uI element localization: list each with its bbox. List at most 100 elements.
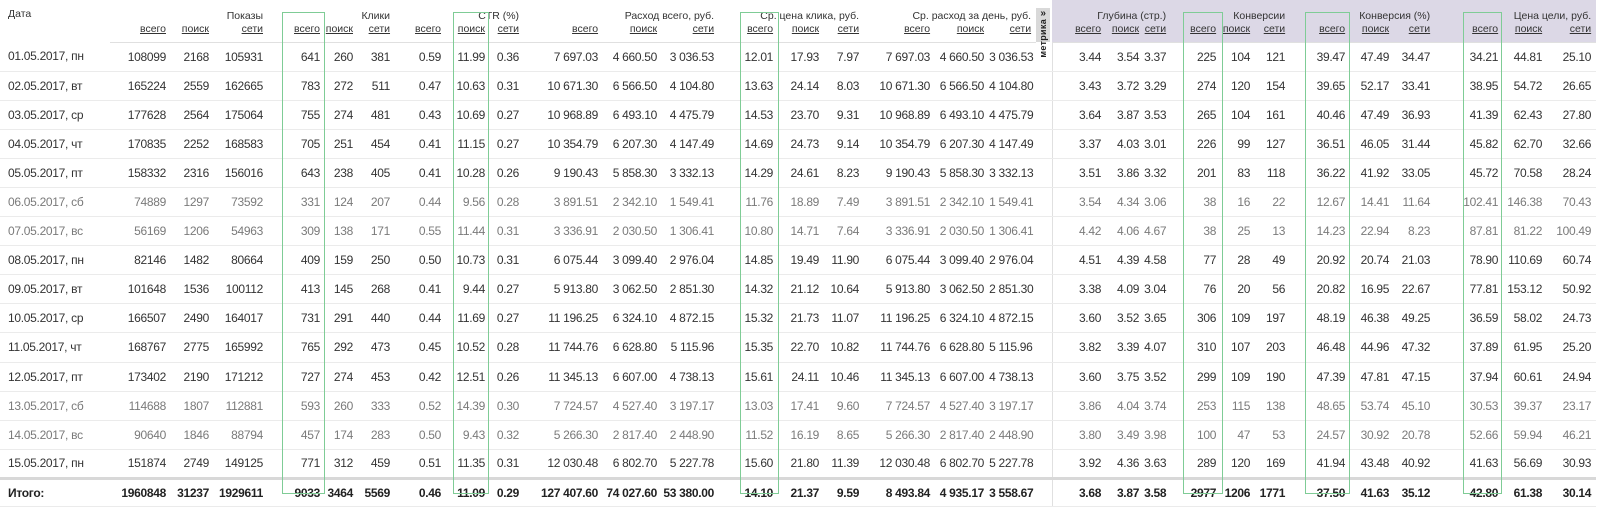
sort-link-total[interactable]: всего [1319, 23, 1346, 36]
column-header-search[interactable]: поиск [446, 22, 491, 43]
sort-link-network[interactable]: сети [1144, 23, 1167, 36]
column-header-network[interactable]: сети [1255, 22, 1291, 43]
value-cell: 453 [358, 362, 396, 392]
sort-link-total[interactable]: всего [747, 23, 774, 36]
value-cell: 2 448.90 [989, 420, 1037, 450]
value-cell: 6 493.10 [935, 100, 990, 130]
column-group-header: Клики [361, 10, 391, 23]
sort-link-network[interactable]: сети [1569, 23, 1592, 36]
sort-link-total[interactable]: всего [294, 23, 320, 36]
sort-link-search[interactable]: поиск [325, 23, 353, 36]
column-header-search[interactable]: поиск [1350, 22, 1395, 43]
sort-link-network[interactable]: сети [1263, 23, 1286, 36]
column-header-search[interactable]: поиск [171, 22, 214, 43]
column-header-network[interactable]: сети [989, 22, 1037, 43]
column-header-search[interactable]: поиск [1221, 22, 1256, 43]
column-header-search[interactable]: поиск [1106, 22, 1145, 43]
sort-link-network[interactable]: сети [1009, 23, 1032, 36]
value-cell: 48.65 [1290, 391, 1351, 421]
sort-link-total[interactable]: всего [572, 23, 599, 36]
column-header-date[interactable]: Дата [8, 8, 32, 20]
value-cell: 53.74 [1350, 391, 1395, 421]
value-cell: 25.20 [1547, 332, 1597, 363]
value-cell: 14.41 [1350, 187, 1395, 218]
column-header-search[interactable]: поиск [1503, 22, 1548, 43]
sort-link-total[interactable]: всего [1075, 23, 1102, 36]
value-cell: 104 [1221, 42, 1256, 72]
sort-link-search[interactable]: поиск [629, 23, 658, 36]
sort-link-search[interactable]: поиск [791, 23, 820, 36]
sort-link-search[interactable]: поиск [1111, 23, 1140, 36]
sort-link-total[interactable]: всего [140, 23, 166, 36]
column-group-header: Конверсия (%) [1290, 0, 1436, 23]
column-header-search[interactable]: поиск [325, 22, 358, 43]
sort-link-network[interactable]: сети [368, 23, 391, 36]
value-cell: 1807 [171, 391, 214, 421]
column-header-total[interactable]: всего [864, 22, 936, 43]
column-header-network[interactable]: сети [214, 22, 268, 43]
value-cell: 4.04 [1106, 391, 1145, 421]
metrika-toggle-button[interactable]: » метрика [1036, 8, 1051, 58]
column-header-network[interactable]: сети [490, 22, 525, 43]
value-cell: 110.69 [1503, 245, 1548, 276]
value-cell: 0.28 [490, 187, 525, 218]
date-cell: 11.05.2017, чт [0, 332, 110, 363]
column-header-total[interactable]: всего [1435, 22, 1504, 43]
column-group-header: Ср. цена клика, руб. [760, 10, 860, 23]
value-cell: 440 [358, 303, 396, 334]
sort-link-search[interactable]: поиск [181, 23, 209, 36]
value-cell: 3.54 [1051, 187, 1107, 218]
value-cell: 3.29 [1144, 71, 1172, 101]
sort-link-total[interactable]: всего [904, 23, 931, 36]
value-cell: 21.12 [778, 274, 825, 305]
sort-link-search[interactable]: поиск [956, 23, 985, 36]
value-cell: 24.73 [778, 129, 825, 159]
column-header-search[interactable]: поиск [935, 22, 990, 43]
value-cell: 23.70 [778, 100, 825, 130]
metrika-tab[interactable]: » метрика [1036, 0, 1052, 58]
value-cell: 9.44 [446, 274, 491, 305]
column-header-total[interactable]: всего [1171, 22, 1222, 43]
column-header-network[interactable]: сети [824, 22, 865, 43]
value-cell: 0.28 [490, 332, 525, 363]
column-header-total[interactable]: всего [395, 22, 447, 43]
sort-link-network[interactable]: сети [692, 23, 715, 36]
value-cell: 2 851.30 [662, 274, 720, 305]
value-cell: 138 [1255, 391, 1291, 421]
column-header-total[interactable]: всего [110, 22, 171, 43]
column-header-network[interactable]: сети [358, 22, 396, 43]
sort-link-search[interactable]: поиск [1222, 23, 1251, 36]
sort-link-total[interactable]: всего [1472, 23, 1499, 36]
value-cell: 6 207.30 [603, 129, 663, 159]
value-cell: 82146 [110, 245, 171, 276]
sort-link-search[interactable]: поиск [1361, 23, 1390, 36]
value-cell: 3.92 [1051, 449, 1107, 479]
value-cell: 127 [1255, 129, 1291, 159]
sort-link-network[interactable]: сети [497, 23, 520, 36]
column-header-total[interactable]: всего [524, 22, 604, 43]
column-header-network[interactable]: сети [1144, 22, 1172, 43]
column-header-search[interactable]: поиск [603, 22, 663, 43]
sort-link-search[interactable]: поиск [1514, 23, 1543, 36]
column-header-total[interactable]: всего [1290, 22, 1351, 43]
sort-link-network[interactable]: сети [1408, 23, 1431, 36]
value-cell: 23.17 [1547, 391, 1597, 421]
column-header-network[interactable]: сети [662, 22, 720, 43]
column-header-network[interactable]: сети [1394, 22, 1436, 43]
value-cell: 14.23 [1290, 216, 1351, 247]
value-cell: 299 [1171, 362, 1222, 392]
sort-link-search[interactable]: поиск [457, 23, 486, 36]
column-header-total[interactable]: всего [1052, 22, 1107, 43]
value-cell: 52.66 [1435, 420, 1504, 450]
value-cell: 11.52 [719, 420, 779, 450]
sort-link-total[interactable]: всего [415, 23, 442, 36]
column-header-total[interactable]: всего [719, 22, 779, 43]
sort-link-network[interactable]: сети [241, 23, 263, 36]
sort-link-network[interactable]: сети [837, 23, 860, 36]
value-cell: 274 [325, 362, 358, 392]
sort-link-total[interactable]: всего [1190, 23, 1217, 36]
column-header-search[interactable]: поиск [778, 22, 825, 43]
value-cell: 283 [358, 420, 396, 450]
column-header-total[interactable]: всего [268, 22, 325, 43]
column-header-network[interactable]: сети [1547, 22, 1597, 43]
